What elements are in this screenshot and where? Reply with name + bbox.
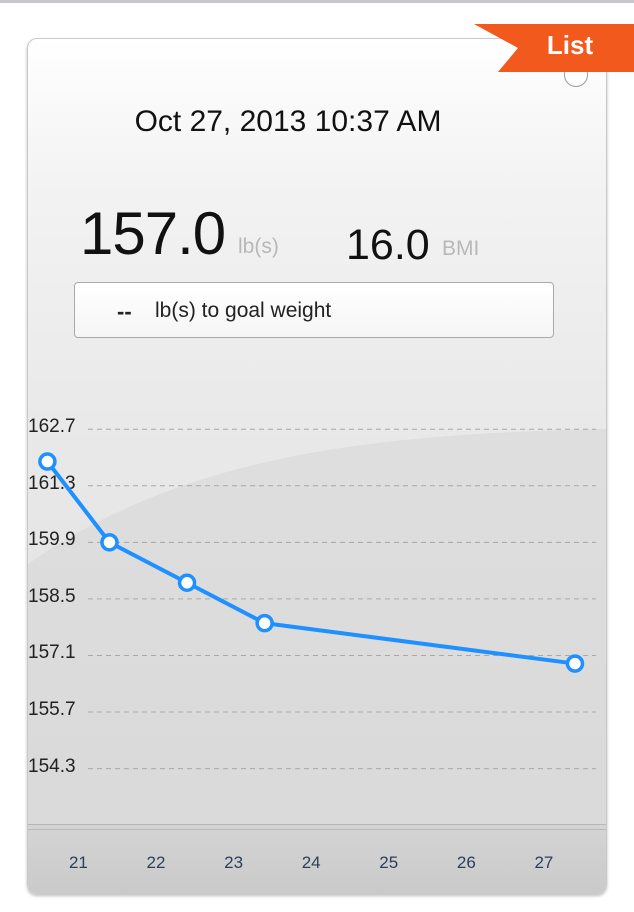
weight-trend-chart: [38, 428, 596, 770]
top-divider: [0, 0, 634, 3]
y-tick-label: 155.7: [28, 699, 76, 721]
y-tick-label: 154.3: [28, 755, 76, 777]
x-tick-label: 24: [301, 853, 321, 872]
goal-remaining-value: --: [117, 299, 132, 324]
x-tick-label: 27: [534, 853, 554, 872]
weight-unit: lb(s): [238, 235, 279, 258]
y-tick-label: 157.1: [28, 642, 76, 664]
data-point[interactable]: [100, 533, 119, 552]
x-tick-label: 25: [379, 853, 399, 872]
x-axis-divider: [28, 829, 606, 830]
data-point[interactable]: [565, 654, 585, 673]
background-swoosh: [28, 429, 606, 893]
y-tick-label: 162.7: [28, 416, 76, 438]
bmi-unit: BMI: [442, 237, 480, 260]
x-tick-label: 26: [456, 853, 476, 872]
entry-datetime[interactable]: Oct 27, 2013 10:37 AM: [134, 105, 442, 138]
data-point[interactable]: [255, 613, 274, 633]
x-tick-label: 21: [68, 853, 88, 872]
weight-value: 157.0: [80, 200, 226, 267]
x-axis-bar: 21 22 23 24 25 26 27: [28, 824, 606, 893]
list-button[interactable]: List: [546, 30, 594, 60]
x-tick-label: 23: [224, 853, 244, 872]
y-tick-label: 159.9: [28, 529, 76, 551]
series-line: [45, 460, 576, 666]
data-point[interactable]: [38, 452, 57, 471]
x-tick-label: 22: [146, 853, 166, 872]
data-point[interactable]: [177, 573, 197, 593]
goal-weight-box[interactable]: -- lb(s) to goal weight: [74, 282, 554, 338]
y-tick-label: 158.5: [28, 585, 76, 607]
bmi-value: 16.0: [346, 221, 430, 269]
list-tab-ribbon[interactable]: [474, 24, 634, 74]
weight-entry-card: Oct 27, 2013 10:37 AM 157.0 lb(s) 16.0 B…: [27, 38, 607, 894]
goal-remaining-label: lb(s) to goal weight: [155, 299, 332, 322]
y-tick-label: 161.3: [28, 472, 76, 494]
